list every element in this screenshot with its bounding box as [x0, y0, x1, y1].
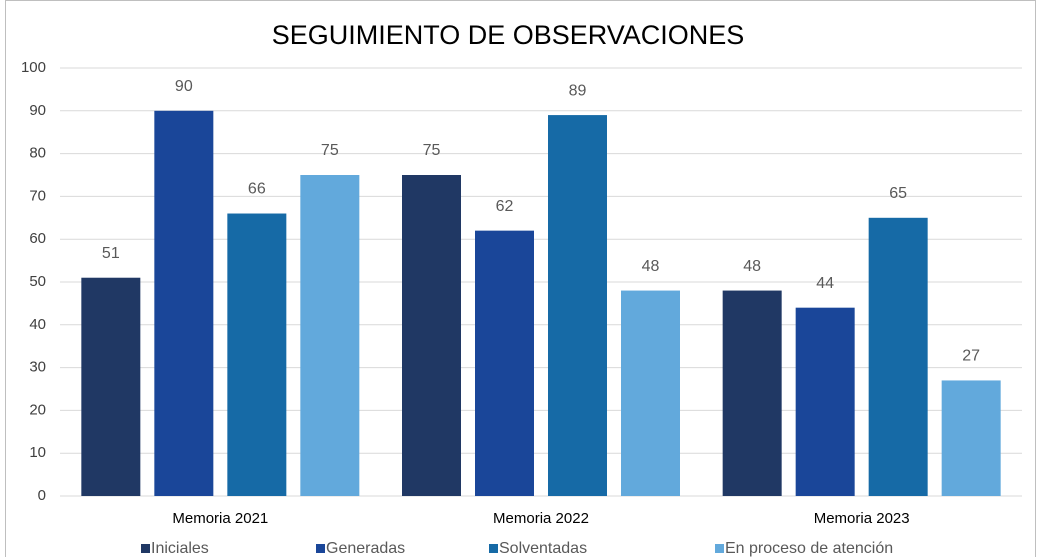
- y-tick-label: 30: [29, 359, 46, 376]
- data-label: 75: [423, 142, 441, 159]
- y-tick-label: 0: [38, 487, 46, 504]
- x-tick-label: Memoria 2022: [493, 510, 589, 527]
- y-tick-label: 70: [29, 187, 46, 204]
- bar: [868, 217, 928, 497]
- data-label: 75: [321, 142, 339, 159]
- bar: [795, 307, 855, 496]
- data-label: 90: [175, 78, 193, 95]
- legend-swatch: [141, 544, 150, 553]
- legend-swatch: [489, 544, 498, 553]
- y-tick-label: 20: [29, 401, 46, 418]
- y-tick-label: 90: [29, 102, 46, 119]
- y-tick-label: 10: [29, 444, 46, 461]
- data-label: 48: [743, 258, 761, 275]
- data-label: 62: [496, 198, 514, 215]
- bar: [941, 380, 1001, 496]
- legend-label: Solventadas: [499, 540, 587, 557]
- bar: [154, 110, 214, 497]
- y-tick-label: 80: [29, 145, 46, 162]
- legend-swatch: [316, 544, 325, 553]
- data-label: 48: [642, 258, 660, 275]
- data-label: 51: [102, 245, 120, 262]
- legend-label: Iniciales: [151, 540, 209, 557]
- y-tick-label: 40: [29, 316, 46, 333]
- data-label: 66: [248, 181, 266, 198]
- x-tick-label: Memoria 2021: [172, 510, 268, 527]
- bar: [227, 213, 287, 496]
- bar: [300, 175, 360, 496]
- bar: [402, 175, 461, 496]
- data-label: 65: [889, 185, 907, 202]
- legend-swatch: [715, 544, 724, 553]
- y-tick-label: 50: [29, 273, 46, 290]
- data-label: 89: [569, 82, 587, 99]
- bar: [621, 290, 680, 496]
- bar: [475, 230, 534, 496]
- y-tick-label: 60: [29, 230, 46, 247]
- bar: [548, 115, 607, 496]
- y-tick-label: 100: [21, 59, 46, 76]
- bar: [722, 290, 782, 496]
- data-label: 27: [962, 348, 980, 365]
- legend-label: Generadas: [326, 540, 405, 557]
- bar: [81, 277, 141, 496]
- legend-label: En proceso de atención: [725, 540, 893, 557]
- chart-title: SEGUIMIENTO DE OBSERVACIONES: [272, 20, 745, 50]
- x-tick-label: Memoria 2023: [814, 510, 910, 527]
- data-label: 44: [816, 275, 834, 292]
